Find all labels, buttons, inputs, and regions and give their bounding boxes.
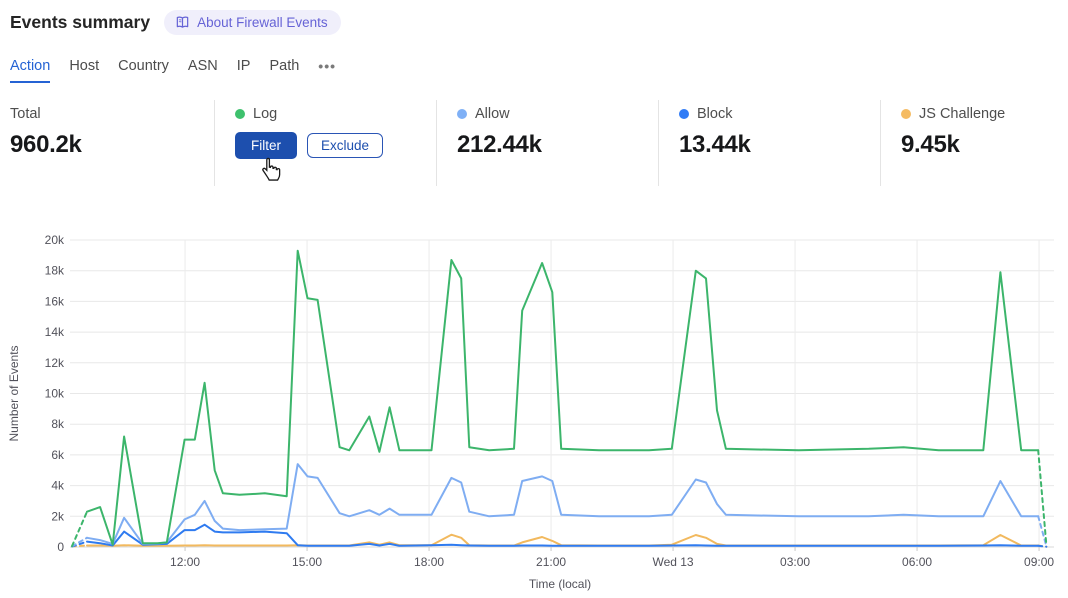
js-challenge-legend-dot-icon: [901, 109, 911, 119]
tab-ip[interactable]: IP: [237, 58, 251, 83]
stat-label: Total: [10, 106, 41, 122]
stats-row: Total 960.2k Log Filter Exclude Allow 212.44k B…: [10, 100, 1061, 186]
x-axis-tick-label: 03:00: [780, 555, 810, 569]
y-axis-tick-label: 8k: [51, 417, 65, 431]
x-axis-tick-label: Wed 13: [652, 555, 693, 569]
y-axis-tick-label: 18k: [45, 264, 65, 278]
y-axis-tick-label: 4k: [51, 479, 65, 493]
tab-action[interactable]: Action: [10, 58, 51, 83]
tabs-more-button[interactable]: •••: [318, 58, 336, 83]
x-axis-tick-label: 06:00: [902, 555, 932, 569]
x-axis-tick-label: 12:00: [170, 555, 200, 569]
tab-country[interactable]: Country: [118, 58, 169, 83]
stat-label: Block: [697, 106, 733, 122]
filter-exclude-buttons: Filter Exclude: [235, 132, 436, 159]
y-axis-tick-label: 10k: [45, 387, 65, 401]
allow-value: 212.44k: [457, 131, 542, 158]
chart-plot-area[interactable]: [72, 240, 1048, 547]
stat-column-block: Block 13.44k: [659, 100, 881, 186]
stat-label: Allow: [475, 106, 510, 122]
page-title: Events summary: [10, 12, 151, 32]
x-axis-tick-label: 21:00: [536, 555, 566, 569]
stat-header-js-challenge: JS Challenge: [901, 106, 1061, 122]
x-axis-tick-label: 15:00: [292, 555, 322, 569]
tab-asn[interactable]: ASN: [188, 58, 218, 83]
stat-label: Log: [253, 106, 278, 122]
series-line-log-dashed-end: [1037, 449, 1048, 547]
block-legend-dot-icon: [679, 109, 689, 119]
y-axis-tick-label: 20k: [45, 233, 65, 247]
series-line-log: [86, 249, 1040, 546]
about-firewall-events-badge[interactable]: About Firewall Events: [164, 10, 341, 35]
log-legend-dot-icon: [235, 109, 245, 119]
exclude-button[interactable]: Exclude: [307, 133, 384, 158]
series-line-block-dashed-end: [1037, 544, 1048, 548]
total-value: 960.2k: [10, 131, 82, 158]
y-axis-tick-label: 6k: [51, 448, 65, 462]
block-value: 13.44k: [679, 131, 751, 158]
y-axis-tick-label: 16k: [45, 294, 65, 308]
about-badge-label: About Firewall Events: [197, 15, 328, 30]
stat-header-block: Block: [679, 106, 880, 122]
stat-column-js-challenge: JS Challenge 9.45k: [881, 100, 1061, 186]
tab-host[interactable]: Host: [69, 58, 99, 83]
series-line-allow: [86, 463, 1040, 545]
x-axis-tick-label: 09:00: [1024, 555, 1054, 569]
series-line-allow-dashed-start: [71, 536, 88, 548]
y-axis-title: Number of Events: [7, 345, 21, 441]
stat-column-allow: Allow 212.44k: [437, 100, 659, 186]
chart-canvas: 0 2k 4k 6k 8k 10k 12k 14k 16k 18k 20k 12:00 15:00 18:…: [7, 233, 1054, 591]
stat-header-allow: Allow: [457, 106, 658, 122]
allow-legend-dot-icon: [457, 109, 467, 119]
filter-button[interactable]: Filter: [235, 132, 297, 159]
y-axis-tick-label: 0: [57, 540, 64, 554]
facet-tabs: Action Host Country ASN IP Path •••: [10, 58, 336, 83]
stat-label: JS Challenge: [919, 106, 1006, 122]
stat-header-log: Log: [235, 106, 436, 122]
x-axis-title: Time (local): [529, 577, 591, 591]
stat-column-total: Total 960.2k: [10, 100, 215, 186]
stat-column-log: Log Filter Exclude: [215, 100, 437, 186]
y-axis-tick-label: 2k: [51, 509, 65, 523]
y-axis-tick-label: 12k: [45, 356, 65, 370]
y-axis-tick-label: 14k: [45, 325, 65, 339]
open-book-icon: [176, 16, 189, 28]
page-header: Events summary About Firewall Events: [10, 10, 341, 35]
stat-header-total: Total: [10, 106, 214, 122]
series-line-block: [86, 523, 1040, 547]
events-chart: 0 2k 4k 6k 8k 10k 12k 14k 16k 18k 20k 12:00 15:00 18:…: [0, 225, 1068, 598]
x-axis-tick-label: 18:00: [414, 555, 444, 569]
series-line-log-dashed-start: [71, 510, 88, 548]
js-challenge-value: 9.45k: [901, 131, 960, 158]
tab-path[interactable]: Path: [269, 58, 299, 83]
